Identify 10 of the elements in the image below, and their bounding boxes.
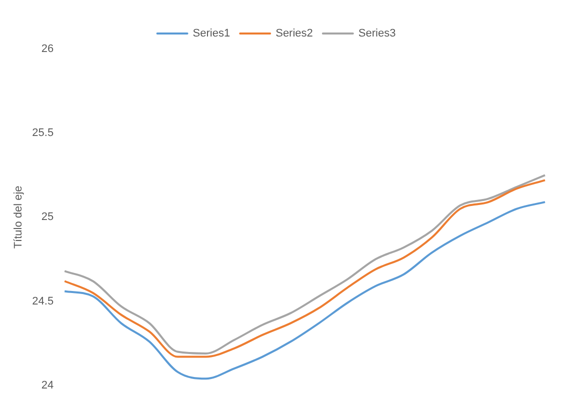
line-series xyxy=(64,201,546,380)
y-axis-title: Título del eje xyxy=(12,186,25,249)
y-tick-label: 25.5 xyxy=(32,127,54,140)
legend-label: Series2 xyxy=(276,28,313,40)
y-tick-label: 24 xyxy=(41,379,54,392)
y-tick-label: 25 xyxy=(41,211,54,224)
legend-label: Series3 xyxy=(358,28,396,40)
legend-label: Series1 xyxy=(192,28,230,40)
y-tick-label: 24.5 xyxy=(32,295,54,308)
y-tick-label: 26 xyxy=(41,43,54,56)
